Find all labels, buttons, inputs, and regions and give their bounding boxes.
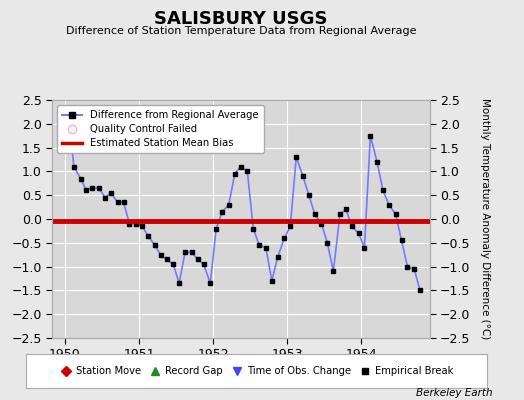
Y-axis label: Monthly Temperature Anomaly Difference (°C): Monthly Temperature Anomaly Difference (…: [480, 98, 490, 340]
Text: Berkeley Earth: Berkeley Earth: [416, 388, 493, 398]
Text: SALISBURY USGS: SALISBURY USGS: [154, 10, 328, 28]
Legend: Station Move, Record Gap, Time of Obs. Change, Empirical Break: Station Move, Record Gap, Time of Obs. C…: [57, 363, 456, 379]
Legend: Difference from Regional Average, Quality Control Failed, Estimated Station Mean: Difference from Regional Average, Qualit…: [58, 105, 264, 153]
Text: Difference of Station Temperature Data from Regional Average: Difference of Station Temperature Data f…: [66, 26, 416, 36]
